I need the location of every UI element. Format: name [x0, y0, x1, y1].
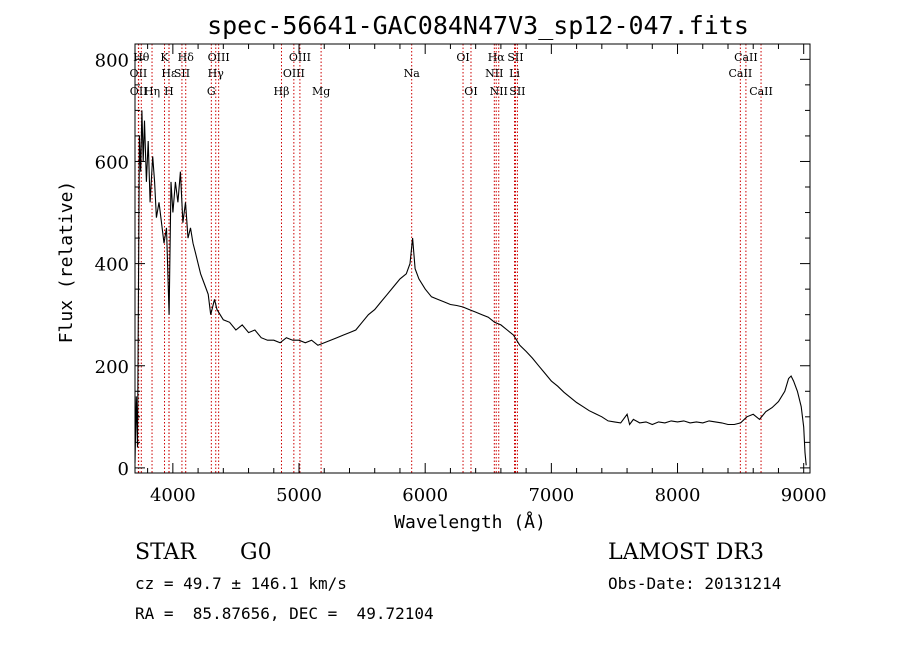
- x-axis-label: Wavelength (Å): [394, 511, 546, 533]
- y-axis-label: Flux (relative): [56, 181, 77, 344]
- series-line-flux: [134, 110, 807, 466]
- spectral-line-label-17: OI: [456, 51, 469, 64]
- survey-name: LAMOST DR3: [608, 540, 764, 565]
- spectral-line-label-6: H: [164, 85, 174, 98]
- y-tick-label-3: 600: [95, 152, 129, 173]
- x-tick-label-1: 5000: [276, 485, 322, 506]
- object-class: STAR: [135, 540, 196, 565]
- spectral-line-label-27: CaII: [749, 85, 773, 98]
- spectral-line-label-24: SII: [509, 85, 525, 98]
- spectral-line-label-13: OIII: [289, 51, 311, 64]
- spectral-line-label-14: OIII: [283, 67, 305, 80]
- spectral-line-label-16: Na: [404, 67, 421, 80]
- coordinates: RA = 85.87656, DEC = 49.72104: [135, 604, 434, 623]
- spectral-line-label-25: CaII: [734, 51, 758, 64]
- spectral-line-label-26: CaII: [729, 67, 753, 80]
- spectral-line-label-21: NII: [490, 85, 508, 98]
- spectral-line-label-9: OIII: [208, 51, 230, 64]
- spectral-line-label-7: Hδ: [178, 51, 195, 64]
- axes-layer: 4000 5000 6000 7000 8000 9000 0 200 400 600 800: [95, 43, 827, 506]
- y-tick-label-1: 200: [95, 357, 129, 378]
- spectral-line-label-1: OII: [130, 67, 148, 80]
- x-tick-label-4: 8000: [655, 485, 701, 506]
- spectral-line-label-19: Hα: [488, 51, 506, 64]
- redshift-cz: cz = 49.7 ± 146.1 km/s: [135, 574, 347, 593]
- x-tick-label-0: 4000: [150, 485, 196, 506]
- observation-date: Obs-Date: 20131214: [608, 574, 782, 593]
- spectral-line-label-22: SII: [507, 51, 523, 64]
- spectral-line-label-11: G: [207, 85, 216, 98]
- y-tick-label-2: 400: [95, 255, 129, 276]
- plot-frame: [134, 43, 811, 474]
- object-subclass: G0: [240, 540, 272, 565]
- data-layer: [134, 110, 807, 466]
- spectral-line-label-4: Hη: [144, 85, 160, 98]
- x-tick-label-5: 9000: [781, 485, 827, 506]
- y-tick-label-4: 800: [95, 50, 129, 71]
- spectral-line-label-12: Hβ: [274, 85, 290, 98]
- y-tick-label-0: 0: [118, 459, 129, 480]
- spectral-line-label-23: Li: [509, 67, 520, 80]
- spectral-line-label-15: Mg: [312, 85, 330, 98]
- spectral-lines-layer: [137, 44, 762, 473]
- x-tick-label-3: 7000: [528, 485, 574, 506]
- spectral-line-label-20: NII: [485, 67, 503, 80]
- spectral-line-label-5: K: [160, 51, 169, 64]
- spectral-line-label-0: Hθ: [133, 51, 150, 64]
- chart-title: spec-56641-GAC084N47V3_sp12-047.fits: [207, 11, 749, 40]
- spectral-line-label-3: Hε: [161, 67, 177, 80]
- spectral-line-label-8: SII: [174, 67, 190, 80]
- spectral-line-label-2: OII: [130, 85, 148, 98]
- x-tick-label-2: 6000: [402, 485, 448, 506]
- spectral-line-label-18: OI: [464, 85, 477, 98]
- spectral-line-label-10: Hγ: [208, 67, 225, 80]
